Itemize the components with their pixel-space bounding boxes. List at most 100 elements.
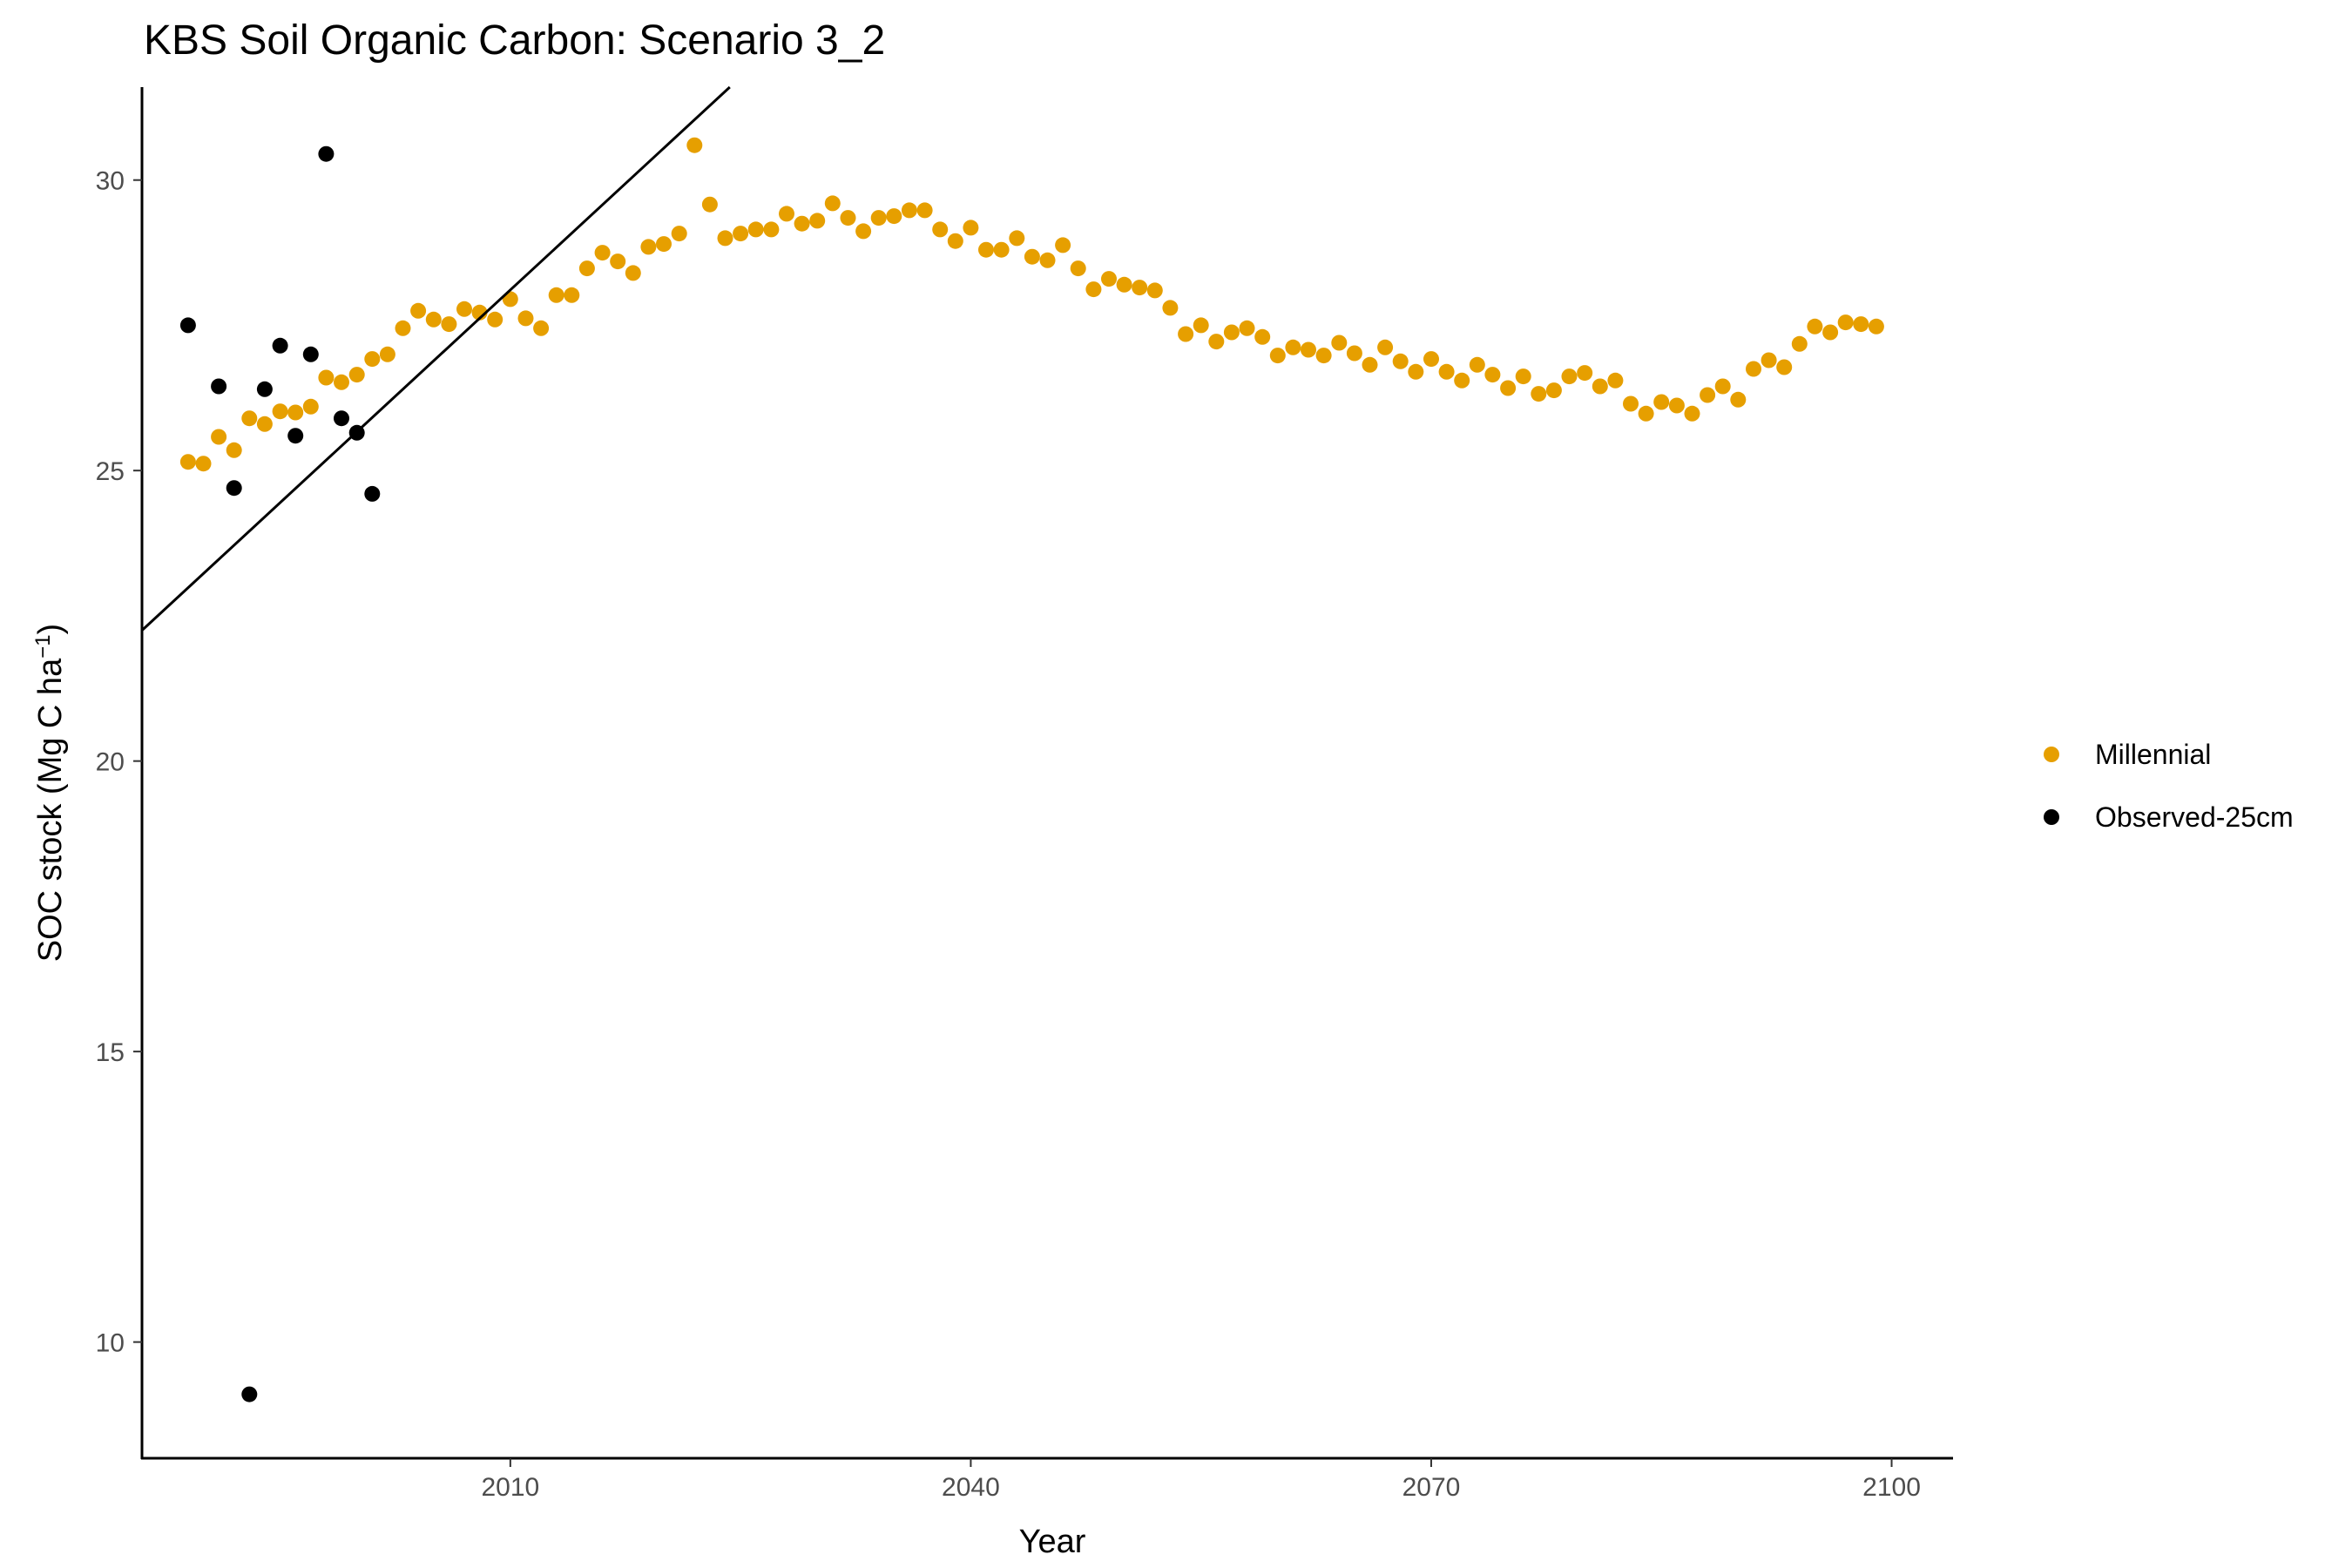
data-point <box>302 346 319 362</box>
data-point <box>1377 339 1394 355</box>
y-tick-label: 15 <box>96 1038 125 1067</box>
data-point <box>441 316 457 333</box>
data-point <box>1592 378 1608 395</box>
data-point <box>1623 395 1639 412</box>
legend-key <box>2044 809 2059 825</box>
data-point <box>963 220 979 236</box>
data-point <box>226 442 242 458</box>
data-point <box>1469 356 1485 373</box>
data-point <box>1653 394 1670 410</box>
data-point <box>1285 339 1301 355</box>
data-point <box>1116 276 1132 293</box>
data-point <box>947 233 963 249</box>
data-point <box>640 239 657 255</box>
data-point <box>211 429 227 445</box>
data-point <box>1315 348 1332 364</box>
data-point <box>1484 367 1501 383</box>
data-point <box>287 428 304 444</box>
data-point <box>701 196 718 213</box>
data-point <box>779 206 794 222</box>
data-point <box>548 287 564 303</box>
data-point <box>179 454 196 470</box>
data-point <box>1545 382 1562 399</box>
data-point <box>1868 318 1884 335</box>
data-point <box>1515 368 1531 385</box>
data-point <box>993 241 1010 258</box>
data-point <box>1392 353 1409 369</box>
x-tick-label: 2010 <box>481 1473 539 1502</box>
data-point <box>241 410 258 427</box>
data-point <box>1700 387 1716 403</box>
data-point <box>916 202 933 219</box>
data-point <box>1577 365 1593 382</box>
data-point <box>855 223 872 240</box>
x-axis-title: Year <box>1019 1524 1086 1560</box>
data-point <box>1668 397 1685 414</box>
data-point <box>1438 363 1455 380</box>
data-point <box>456 301 472 317</box>
data-point <box>1730 391 1747 408</box>
data-point <box>1254 328 1271 345</box>
data-point <box>533 320 550 336</box>
data-point <box>901 202 917 219</box>
data-point <box>717 230 733 247</box>
series-millennial <box>179 137 1884 472</box>
series-observed-25cm <box>179 145 381 1402</box>
data-point <box>1269 348 1286 364</box>
chart-title: KBS Soil Organic Carbon: Scenario 3_2 <box>144 17 885 64</box>
y-tick-label: 30 <box>96 167 125 196</box>
data-point <box>487 311 504 328</box>
data-point <box>395 320 411 336</box>
data-point <box>1791 335 1808 352</box>
axes <box>140 87 1953 1460</box>
legend: Millennial Observed-25cm <box>2044 739 2294 833</box>
data-point <box>886 208 902 225</box>
data-point <box>1714 378 1731 395</box>
legend-label: Millennial <box>2095 739 2211 770</box>
data-point <box>410 302 427 319</box>
data-point <box>1807 318 1823 335</box>
data-point <box>226 480 242 497</box>
data-point <box>1301 341 1316 358</box>
data-point <box>379 346 395 362</box>
data-points <box>179 137 1884 1402</box>
data-point <box>594 245 611 261</box>
data-point <box>471 304 488 321</box>
data-point <box>1408 363 1424 380</box>
data-point <box>1761 352 1777 368</box>
data-point <box>978 241 994 258</box>
y-axis-title: SOC stock (Mg C ha−1) <box>31 624 70 962</box>
data-point <box>656 236 672 253</box>
data-point <box>671 226 687 242</box>
data-point <box>1561 368 1578 385</box>
data-point <box>364 485 381 502</box>
legend-label: Observed-25cm <box>2095 801 2294 833</box>
data-point <box>1132 280 1148 296</box>
data-point <box>840 210 856 226</box>
data-point <box>1346 345 1362 362</box>
y-axis-title-superscript: −1 <box>31 634 55 658</box>
data-point <box>578 260 595 277</box>
data-point <box>1531 386 1547 402</box>
data-point <box>1362 356 1378 373</box>
x-tick-label: 2070 <box>1402 1473 1461 1502</box>
data-point <box>364 351 381 368</box>
data-point <box>1837 314 1854 331</box>
data-point <box>1607 372 1624 389</box>
data-point <box>287 404 304 421</box>
data-point <box>625 265 641 281</box>
y-tick-label: 25 <box>96 457 125 486</box>
data-point <box>517 310 534 327</box>
data-point <box>272 337 288 354</box>
data-point <box>686 137 703 153</box>
data-point <box>763 221 780 238</box>
data-point <box>1223 324 1240 341</box>
data-point <box>1423 351 1439 368</box>
data-point <box>1746 361 1761 377</box>
x-tick-label: 2100 <box>1862 1473 1921 1502</box>
data-point <box>256 381 273 397</box>
data-point <box>747 221 764 238</box>
data-point <box>1331 335 1348 351</box>
data-point <box>932 221 949 238</box>
